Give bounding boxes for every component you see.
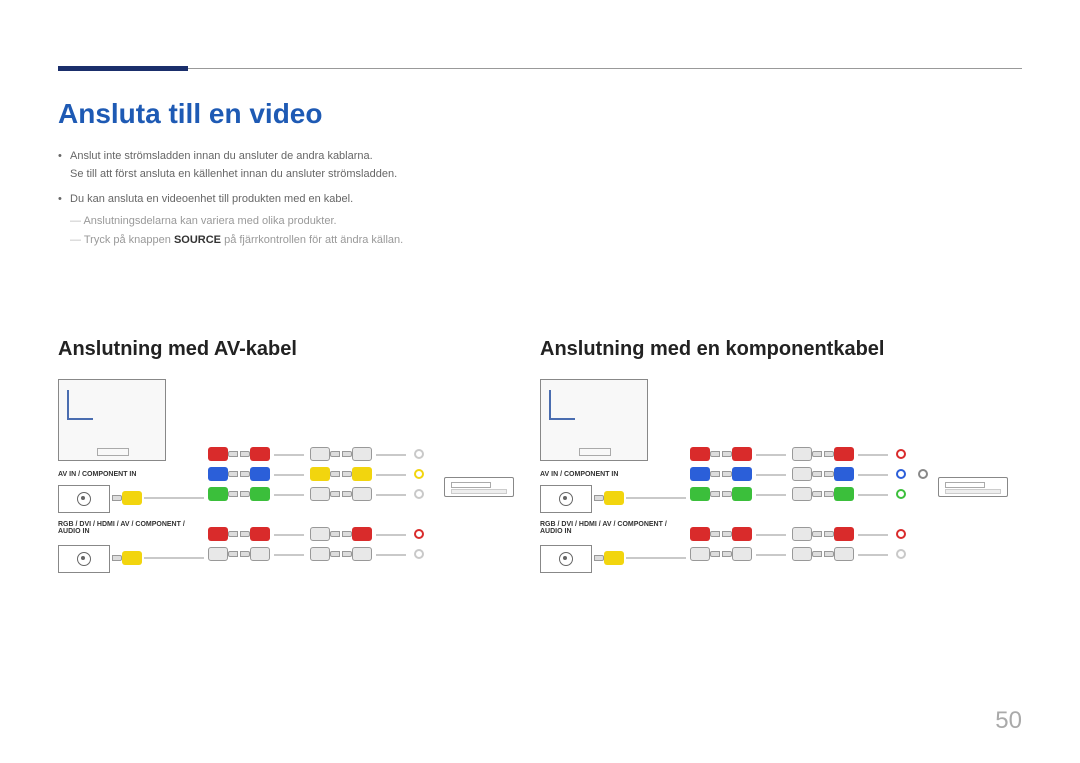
red-plug bbox=[722, 527, 756, 541]
red-plug bbox=[240, 527, 274, 541]
white-plug bbox=[306, 487, 340, 501]
component-port bbox=[540, 485, 592, 513]
red-plug bbox=[204, 527, 238, 541]
dash-text: Anslutningsdelarna kan variera med olika… bbox=[83, 215, 336, 227]
output-ring bbox=[414, 529, 424, 539]
white-plug bbox=[788, 547, 822, 561]
white-plug bbox=[722, 547, 756, 561]
white-plug bbox=[824, 547, 858, 561]
dash-note: ― Anslutningsdelarna kan variera med oli… bbox=[70, 213, 403, 231]
output-ring bbox=[918, 469, 928, 479]
blue-plug bbox=[722, 467, 756, 481]
green-plug bbox=[686, 487, 720, 501]
yellow-plug bbox=[112, 551, 146, 565]
av-diagram: AV IN / COMPONENT IN RGB / DVI / HDMI / … bbox=[58, 379, 528, 619]
red-plug bbox=[342, 527, 376, 541]
blue-plug bbox=[824, 467, 858, 481]
tv-icon bbox=[540, 379, 648, 461]
red-plug bbox=[824, 447, 858, 461]
white-plug bbox=[306, 447, 340, 461]
red-plug bbox=[824, 527, 858, 541]
dash-text: Tryck på knappen bbox=[84, 234, 174, 246]
white-plug bbox=[342, 547, 376, 561]
main-title: Ansluta till en video bbox=[58, 98, 322, 130]
dvd-player-icon bbox=[444, 477, 514, 497]
page-number: 50 bbox=[995, 707, 1022, 735]
green-plug bbox=[204, 487, 238, 501]
yellow-plug bbox=[112, 491, 146, 505]
yellow-plug bbox=[594, 491, 628, 505]
white-plug bbox=[240, 547, 274, 561]
white-plug bbox=[342, 447, 376, 461]
output-ring bbox=[414, 549, 424, 559]
output-ring bbox=[896, 469, 906, 479]
intro-line: Anslut inte strömsladden innan du anslut… bbox=[70, 148, 397, 166]
white-plug bbox=[204, 547, 238, 561]
bullet-dot: • bbox=[58, 148, 70, 166]
output-ring bbox=[414, 449, 424, 459]
red-plug bbox=[686, 527, 720, 541]
section-title: Anslutning med en komponentkabel bbox=[540, 338, 1040, 361]
green-plug bbox=[824, 487, 858, 501]
component-diagram: AV IN / COMPONENT IN RGB / DVI / HDMI / … bbox=[540, 379, 1040, 619]
red-plug bbox=[686, 447, 720, 461]
output-ring bbox=[896, 489, 906, 499]
intro-line: Du kan ansluta en videoenhet till produk… bbox=[70, 191, 353, 209]
intro-text: • Anslut inte strömsladden innan du ansl… bbox=[58, 148, 403, 250]
red-plug bbox=[722, 447, 756, 461]
yellow-plug bbox=[594, 551, 628, 565]
intro-line: Se till att först ansluta en källenhet i… bbox=[70, 166, 397, 184]
component-port bbox=[58, 485, 110, 513]
port-label: AV IN / COMPONENT IN bbox=[58, 471, 136, 478]
blue-plug bbox=[240, 467, 274, 481]
audio-port bbox=[58, 545, 110, 573]
dash-text: på fjärrkontrollen för att ändra källan. bbox=[221, 234, 403, 246]
output-ring bbox=[896, 449, 906, 459]
audio-port bbox=[540, 545, 592, 573]
white-plug bbox=[788, 487, 822, 501]
port-label: RGB / DVI / HDMI / AV / COMPONENT / AUDI… bbox=[58, 521, 188, 535]
white-plug bbox=[686, 547, 720, 561]
blue-plug bbox=[686, 467, 720, 481]
red-plug bbox=[204, 447, 238, 461]
source-label: SOURCE bbox=[174, 234, 221, 246]
av-cable-section: Anslutning med AV-kabel AV IN / COMPONEN… bbox=[58, 338, 528, 619]
white-plug bbox=[788, 467, 822, 481]
yellow-plug bbox=[306, 467, 340, 481]
port-label: AV IN / COMPONENT IN bbox=[540, 471, 618, 478]
tv-icon bbox=[58, 379, 166, 461]
yellow-plug bbox=[342, 467, 376, 481]
red-plug bbox=[240, 447, 274, 461]
green-plug bbox=[722, 487, 756, 501]
header-accent bbox=[58, 66, 188, 71]
dvd-player-icon bbox=[938, 477, 1008, 497]
header-rule bbox=[58, 68, 1022, 69]
white-plug bbox=[342, 487, 376, 501]
white-plug bbox=[788, 527, 822, 541]
blue-plug bbox=[204, 467, 238, 481]
output-ring bbox=[414, 469, 424, 479]
component-cable-section: Anslutning med en komponentkabel AV IN /… bbox=[540, 338, 1040, 619]
bullet-dot: • bbox=[58, 191, 70, 209]
green-plug bbox=[240, 487, 274, 501]
output-ring bbox=[414, 489, 424, 499]
port-label: RGB / DVI / HDMI / AV / COMPONENT / AUDI… bbox=[540, 521, 670, 535]
section-title: Anslutning med AV-kabel bbox=[58, 338, 528, 361]
dash-note: ― Tryck på knappen SOURCE på fjärrkontro… bbox=[70, 232, 403, 250]
output-ring bbox=[896, 529, 906, 539]
white-plug bbox=[306, 547, 340, 561]
white-plug bbox=[788, 447, 822, 461]
white-plug bbox=[306, 527, 340, 541]
output-ring bbox=[896, 549, 906, 559]
